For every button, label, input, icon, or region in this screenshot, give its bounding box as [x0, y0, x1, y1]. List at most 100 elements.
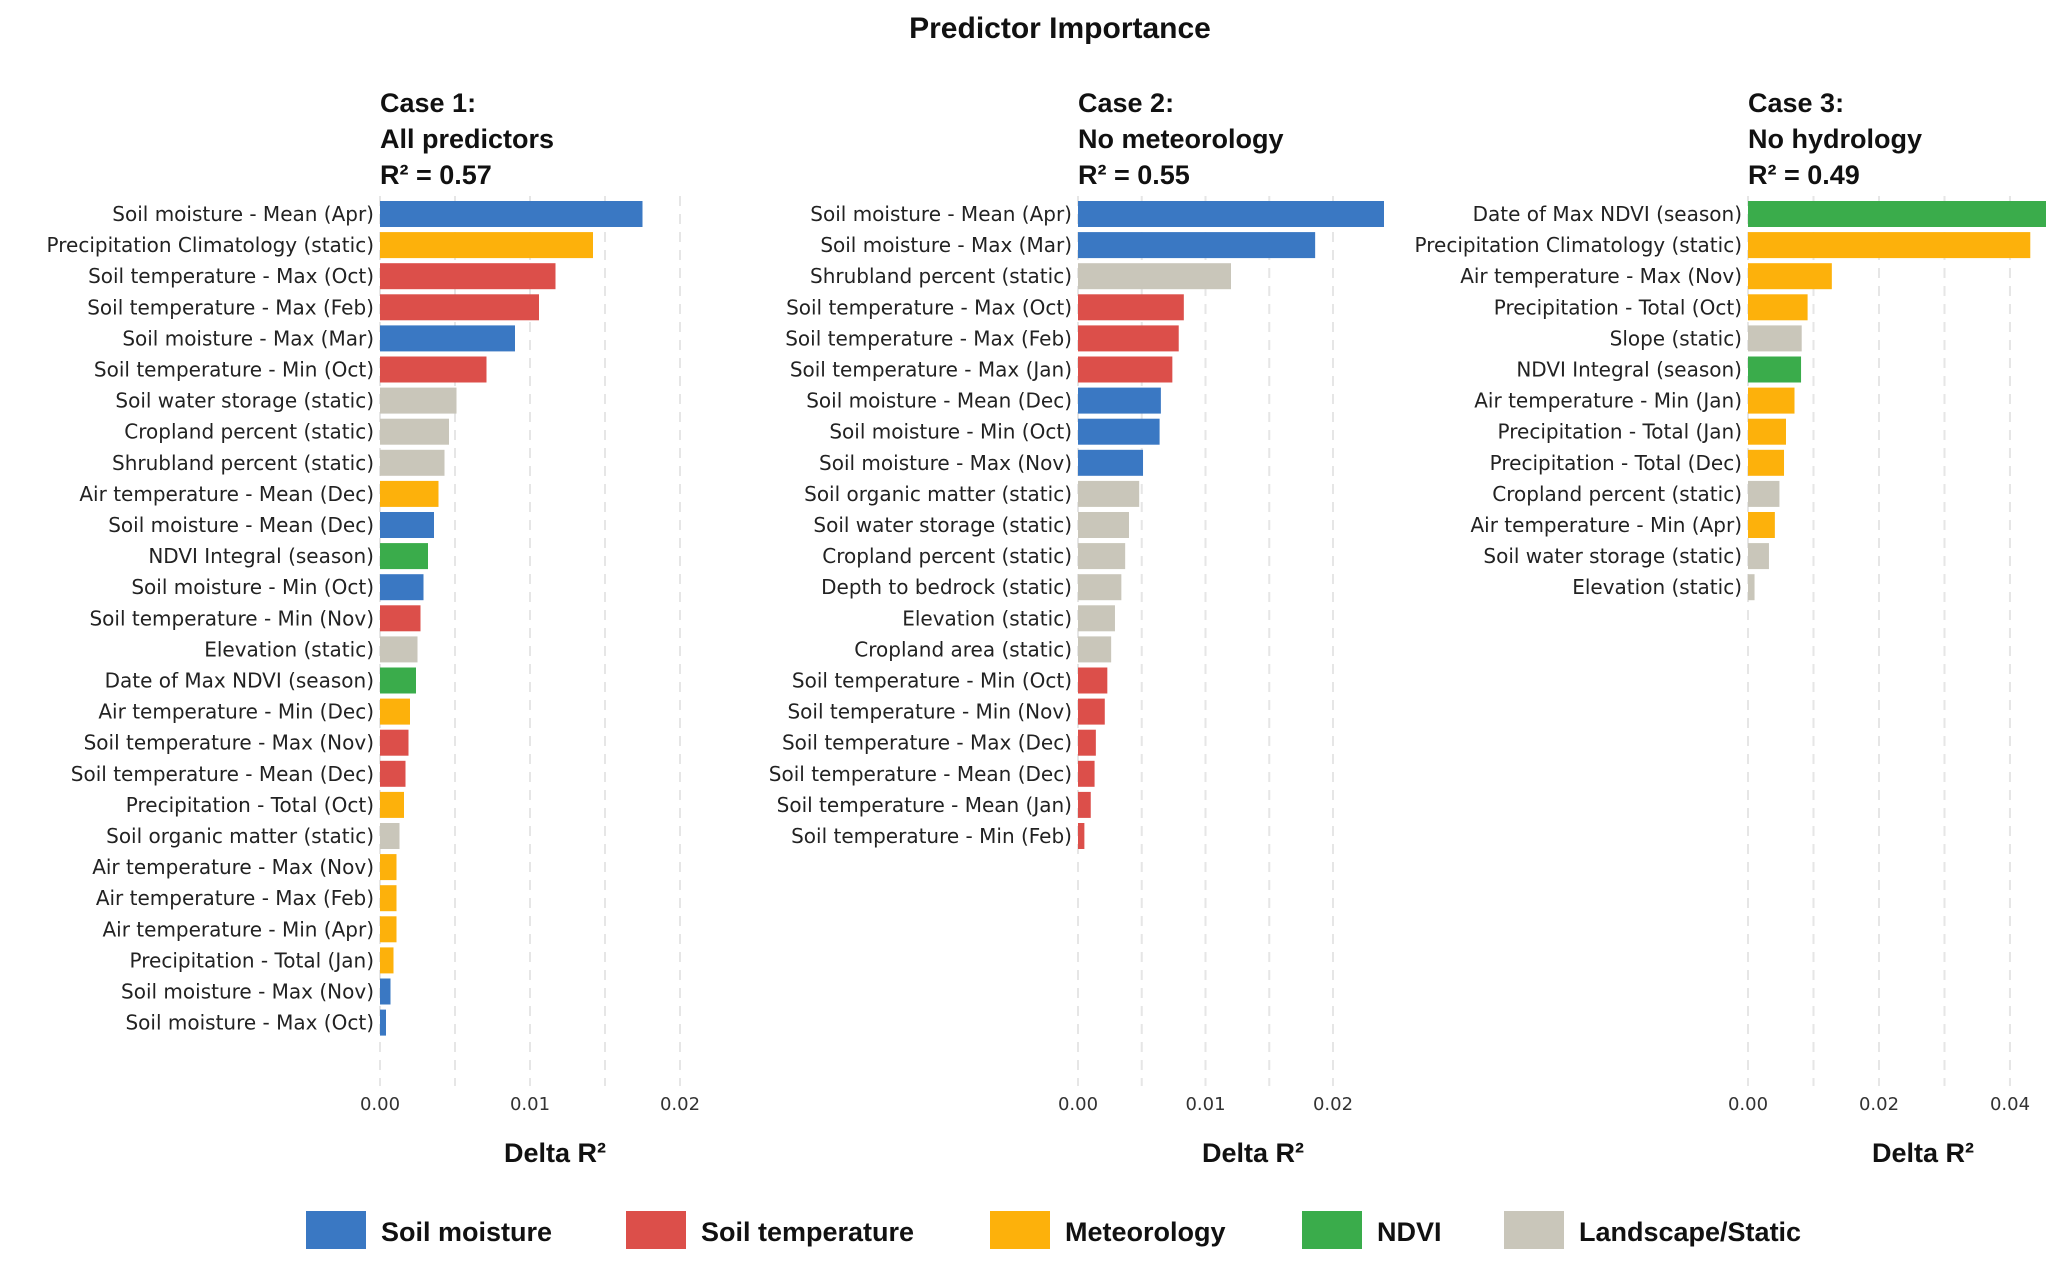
category-label: Soil moisture - Mean (Dec) [108, 513, 374, 537]
legend-item: Meteorology [990, 1211, 1226, 1249]
category-label: Soil temperature - Min (Oct) [94, 358, 374, 382]
bar [380, 418, 449, 445]
category-label: Precipitation - Total (Dec) [1490, 451, 1742, 475]
bar [1078, 418, 1160, 445]
bar [380, 294, 539, 321]
bar [1078, 760, 1095, 787]
bar [1078, 294, 1184, 321]
bar [1748, 201, 2046, 227]
category-label: Precipitation - Total (Jan) [1498, 420, 1742, 444]
panel-title-line: R² = 0.55 [1078, 160, 1190, 190]
category-label: Soil temperature - Min (Nov) [89, 606, 374, 630]
category-label: Soil temperature - Min (Feb) [791, 824, 1072, 848]
panel-title-line: All predictors [380, 124, 554, 154]
x-axis-label: Delta R² [504, 1138, 606, 1168]
bar [380, 698, 410, 725]
bar [380, 574, 424, 601]
category-label: Date of Max NDVI (season) [1473, 202, 1742, 226]
x-tick-label: 0.00 [1728, 1094, 1768, 1115]
legend-swatch [1302, 1211, 1362, 1249]
category-label: Air temperature - Min (Jan) [1474, 389, 1742, 413]
category-label: Air temperature - Min (Dec) [98, 700, 374, 724]
category-label: Precipitation - Total (Jan) [130, 948, 374, 972]
panel-title-line: Case 1: [380, 88, 476, 118]
bar [1748, 512, 1775, 538]
bar [380, 760, 406, 787]
legend-swatch [626, 1211, 686, 1249]
bar [1078, 698, 1105, 725]
category-label: Shrubland percent (static) [810, 264, 1072, 288]
category-label: Depth to bedrock (static) [821, 575, 1072, 599]
category-label: Soil water storage (static) [813, 513, 1072, 537]
x-tick-label: 0.02 [1313, 1094, 1353, 1115]
bar [1078, 325, 1179, 352]
x-tick-label: 0.00 [1058, 1094, 1098, 1115]
category-label: Precipitation - Total (Oct) [1494, 295, 1742, 319]
category-label: Precipitation Climatology (static) [47, 233, 374, 257]
category-label: Soil temperature - Mean (Dec) [769, 762, 1072, 786]
category-label: Soil temperature - Max (Feb) [785, 326, 1072, 350]
legend-swatch [990, 1211, 1050, 1249]
bar [380, 791, 404, 818]
bar [1078, 543, 1126, 570]
category-label: Air temperature - Min (Apr) [1470, 513, 1742, 537]
category-label: Soil temperature - Max (Feb) [87, 295, 374, 319]
bar [380, 823, 400, 849]
legend-item: NDVI [1302, 1211, 1442, 1249]
bar [380, 232, 593, 259]
bar [380, 480, 439, 507]
legend-label: NDVI [1377, 1217, 1442, 1247]
category-label: Soil temperature - Min (Oct) [792, 669, 1072, 693]
category-label: Shrubland percent (static) [112, 451, 374, 475]
category-label: Soil moisture - Min (Oct) [131, 575, 374, 599]
category-label: Precipitation - Total (Oct) [126, 793, 374, 817]
bar [380, 854, 397, 881]
category-label: Soil water storage (static) [1483, 544, 1742, 568]
category-label: Elevation (static) [204, 637, 374, 661]
bar [380, 356, 487, 383]
bar [1078, 263, 1231, 290]
bar [380, 543, 428, 570]
category-label: Air temperature - Max (Feb) [96, 886, 374, 910]
bar [380, 729, 409, 756]
bar [380, 449, 445, 476]
legend: Soil moisture Soil temperature Meteorology… [306, 1211, 1801, 1249]
category-label: Cropland percent (static) [124, 420, 374, 444]
bar [1748, 263, 1832, 290]
legend-label: Meteorology [1065, 1217, 1226, 1247]
category-label: Soil organic matter (static) [804, 482, 1072, 506]
x-tick-label: 0.02 [660, 1094, 700, 1115]
category-label: Air temperature - Mean (Dec) [79, 482, 374, 506]
category-label: Cropland percent (static) [1492, 482, 1742, 506]
category-label: Elevation (static) [902, 606, 1072, 630]
category-label: Air temperature - Min (Apr) [102, 917, 374, 941]
bar [1748, 232, 2031, 259]
category-label: Soil temperature - Max (Dec) [782, 731, 1072, 755]
x-axis-label: Delta R² [1202, 1138, 1304, 1168]
category-label: Soil moisture - Max (Mar) [122, 326, 374, 350]
category-label: Precipitation Climatology (static) [1415, 233, 1742, 257]
bar [1748, 449, 1785, 476]
bar [1078, 636, 1112, 663]
bar [1748, 480, 1780, 507]
panel-title-line: Case 3: [1748, 88, 1844, 118]
bar [1078, 791, 1091, 818]
figure-title: Predictor Importance [909, 12, 1211, 45]
category-label: Soil moisture - Min (Oct) [829, 420, 1072, 444]
category-label: Soil temperature - Max (Jan) [790, 358, 1072, 382]
category-label: Soil moisture - Mean (Apr) [810, 202, 1072, 226]
bar [380, 916, 397, 943]
bar [1078, 605, 1115, 632]
category-label: Soil moisture - Max (Nov) [819, 451, 1072, 475]
bar [1078, 512, 1129, 538]
bar [1748, 325, 1802, 352]
category-label: Soil moisture - Mean (Apr) [112, 202, 374, 226]
bar [380, 1009, 386, 1036]
category-label: Soil moisture - Max (Mar) [820, 233, 1072, 257]
bar [380, 263, 556, 290]
x-axis-label: Delta R² [1872, 1138, 1974, 1168]
legend-label: Soil temperature [701, 1217, 914, 1247]
